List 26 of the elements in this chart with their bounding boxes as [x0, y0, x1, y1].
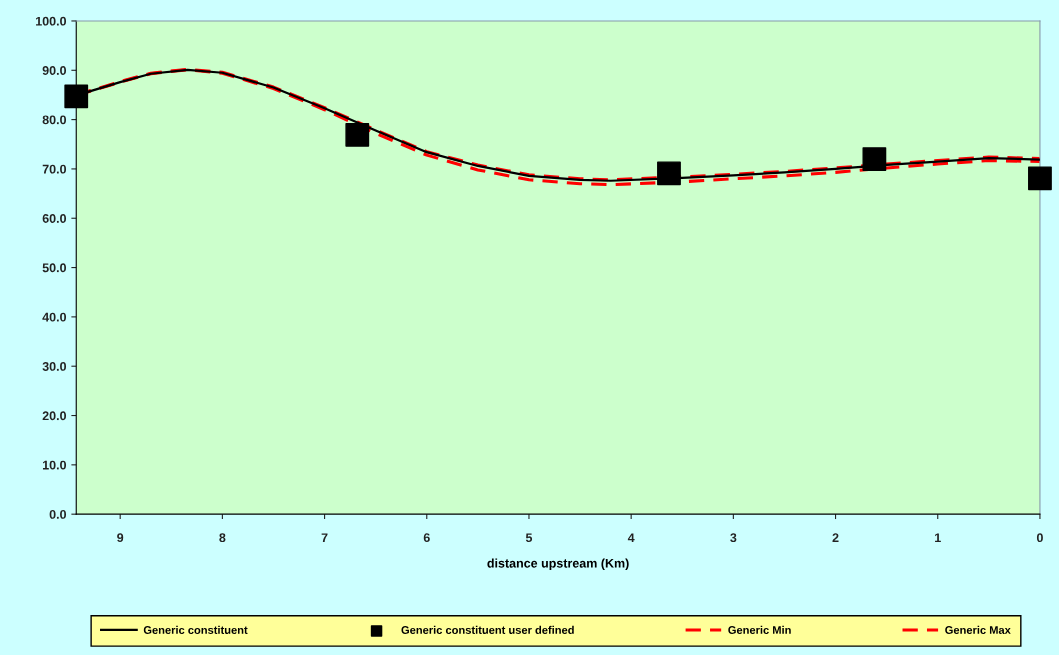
- y-tick-label: 50.0: [42, 263, 67, 273]
- y-tick-label: 0.0: [49, 509, 67, 519]
- legend-label: Generic constituent: [143, 625, 248, 634]
- x-tick-label: 7: [321, 533, 328, 542]
- x-axis-title: distance upstream (Km): [487, 558, 629, 571]
- legend-label: Generic constituent user defined: [401, 625, 574, 634]
- x-tick-label: 3: [730, 533, 737, 543]
- x-tick-label: 0: [1036, 533, 1043, 543]
- x-tick-label: 2: [832, 533, 839, 542]
- legend-label: Generic Min: [728, 625, 791, 634]
- y-tick-label: 70.0: [42, 164, 67, 174]
- x-tick-label: 9: [117, 533, 124, 543]
- x-tick-label: 6: [423, 533, 430, 543]
- y-tick-label: 100.0: [36, 16, 67, 26]
- x-tick-label: 1: [935, 533, 941, 542]
- x-tick-label: 4: [627, 533, 635, 542]
- y-tick-label: 80.0: [42, 115, 67, 125]
- x-tick-label: 5: [525, 533, 533, 543]
- legend-label: Generic Max: [945, 625, 1011, 634]
- y-tick-label: 90.0: [42, 66, 67, 75]
- y-tick-label: 30.0: [42, 362, 67, 371]
- y-tick-label: 60.0: [42, 214, 67, 223]
- y-tick-label: 20.0: [42, 411, 67, 421]
- y-tick-label: 10.0: [42, 460, 67, 470]
- y-tick-label: 40.0: [42, 312, 67, 322]
- x-tick-label: 8: [219, 533, 226, 543]
